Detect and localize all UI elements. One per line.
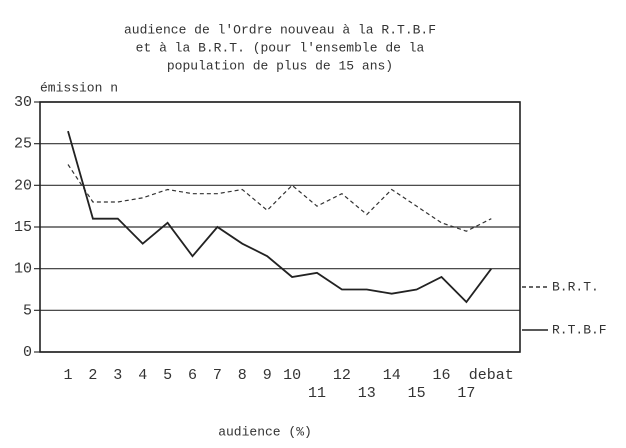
y-tick-label: 0	[23, 344, 32, 361]
x-tick-label: 12	[333, 367, 351, 384]
x-tick-label: 10	[283, 367, 301, 384]
x-tick-label: 1	[63, 367, 72, 384]
y-tick-label: 20	[14, 177, 32, 194]
series-line	[67, 130, 493, 304]
series-line	[67, 164, 492, 232]
plot-frame	[39, 101, 521, 353]
chart-title: audience de l'Ordre nouveau à la R.T.B.F	[124, 22, 436, 37]
x-tick-label: 13	[358, 385, 376, 402]
chart-title: et à la B.R.T. (pour l'ensemble de la	[136, 40, 425, 55]
x-tick-label: 15	[408, 385, 426, 402]
x-axis-label: audience (%)	[218, 424, 312, 439]
y-axis-label: émission n	[40, 80, 118, 95]
chart-title: population de plus de 15 ans)	[167, 58, 393, 73]
x-tick-label: 2	[88, 367, 97, 384]
x-tick-label: 14	[383, 367, 401, 384]
y-tick-label: 10	[14, 261, 32, 278]
x-tick-label: 8	[238, 367, 247, 384]
y-tick-label: 15	[14, 219, 32, 236]
x-tick-label: 17	[457, 385, 475, 402]
x-tick-label: 11	[308, 385, 326, 402]
y-tick-label: 30	[14, 94, 32, 111]
legend-label: B.R.T.	[552, 279, 599, 294]
legend-label: R.T.B.F	[552, 322, 607, 337]
x-tick-label: 9	[263, 367, 272, 384]
x-tick-label: 16	[432, 367, 450, 384]
x-tick-label: debat	[469, 367, 514, 384]
y-tick-label: 25	[14, 136, 32, 153]
x-tick-label: 7	[213, 367, 222, 384]
x-tick-label: 4	[138, 367, 147, 384]
x-tick-label: 5	[163, 367, 172, 384]
x-tick-label: 3	[113, 367, 122, 384]
y-tick-label: 5	[23, 302, 32, 319]
x-tick-label: 6	[188, 367, 197, 384]
